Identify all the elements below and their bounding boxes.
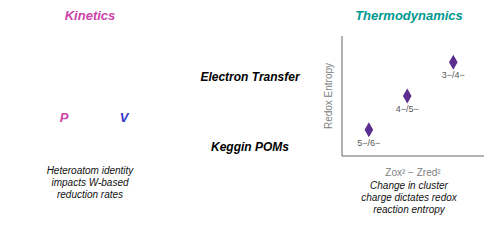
svg-text:Redox Entropy: Redox Entropy xyxy=(323,63,334,129)
svg-text:4−/5−: 4−/5− xyxy=(396,104,419,114)
html-text:Electron Transfer: Electron Transfer xyxy=(200,70,300,84)
html-text:P: P xyxy=(59,110,69,125)
html-text:Heteroatom identity impacts W-: Heteroatom identity impacts W-based redu… xyxy=(46,165,134,200)
html-text:Keggin POMs: Keggin POMs xyxy=(211,140,289,154)
svg-text:5−/6−: 5−/6− xyxy=(357,138,380,148)
html-text:Thermodynamics: Thermodynamics xyxy=(355,8,463,23)
svg-text:3−/4−: 3−/4− xyxy=(442,70,465,80)
html-text:Change in cluster charge dicta: Change in cluster charge dictates redox … xyxy=(361,180,457,215)
svg-text:Zox² − Zred²: Zox² − Zred² xyxy=(385,167,441,178)
html-text:V: V xyxy=(119,110,129,125)
html-text:Kinetics: Kinetics xyxy=(64,8,116,23)
